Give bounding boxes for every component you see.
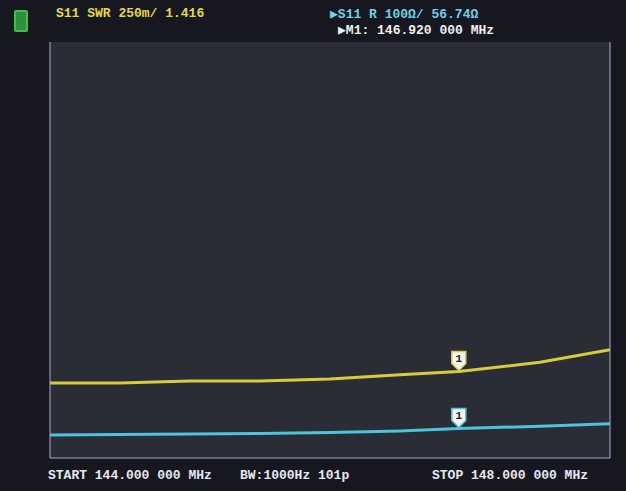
html-text:S11 SWR 250m/ 1.416: S11 SWR 250m/ 1.416 [56,6,205,21]
html-text:▶M1: 146.920 000 MHz: ▶M1: 146.920 000 MHz [338,23,495,38]
svg-text:1: 1 [455,410,462,422]
html-text:STOP 148.000 000 MHz: STOP 148.000 000 MHz [432,468,588,483]
html-text:▶S11 R 100Ω/ 56.74Ω: ▶S11 R 100Ω/ 56.74Ω [330,7,479,22]
svg-text:1: 1 [455,353,462,365]
html-text:START 144.000 000 MHz: START 144.000 000 MHz [48,468,212,483]
html-text:BW:1000Hz 101p: BW:1000Hz 101p [240,468,350,483]
